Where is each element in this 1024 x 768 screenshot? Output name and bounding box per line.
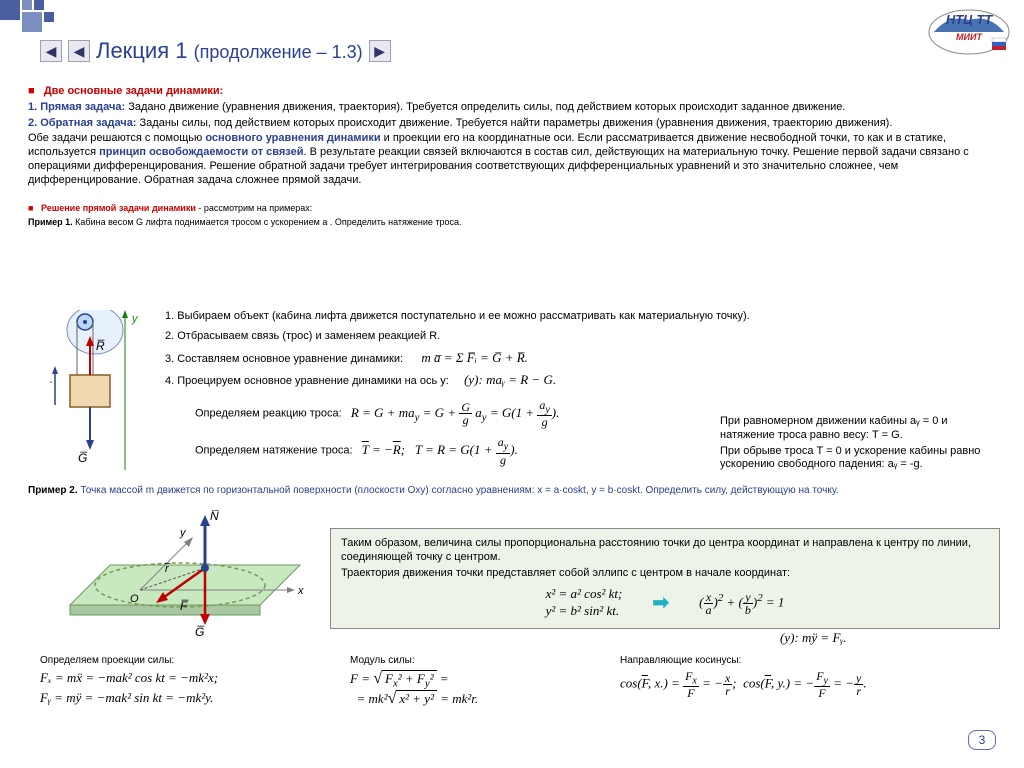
content: ■ Две основные задачи динамики: 1. Пряма…: [28, 85, 996, 230]
logo-text-1: НТЦ ТТ: [946, 12, 993, 27]
page-number: 3: [968, 730, 996, 750]
right-note: При равномерном движении кабины aᵧ = 0 и…: [720, 415, 1000, 474]
nav-next-button[interactable]: ▶: [369, 40, 391, 62]
ex1-heading: Решение прямой задачи динамики: [41, 203, 196, 213]
formula-fy: Fᵧ = mÿ = −mak² sin kt = −mk²y.: [40, 690, 310, 706]
cos-label: Направляющие косинусы:: [620, 655, 940, 666]
title-bar: ◀ ◀ Лекция 1 (продолжение – 1.3) ▶: [40, 38, 391, 64]
svg-text:x: x: [297, 585, 304, 597]
bottom-formulas: Определяем проекции силы: Fₓ = mẍ = −mak…: [40, 655, 984, 708]
formula-tension: T = −R; T = R = G(1 + ayg).: [362, 442, 518, 457]
note2: При обрыве троса T = 0 и ускорение кабин…: [720, 445, 1000, 473]
nav-prev-icon: ◀: [74, 43, 85, 60]
formula-main: m a̅ = Σ F̅ᵢ = G̅ + R̅.: [421, 350, 528, 365]
nav-next-icon: ▶: [374, 43, 385, 60]
nav-start-button[interactable]: ◀: [40, 40, 62, 62]
formula-proj-y: (y): maᵧ = R − G.: [464, 372, 556, 387]
svg-text:G̅: G̅: [195, 625, 205, 639]
step-4: 4. Проецируем основное уравнение динамик…: [165, 372, 994, 389]
infobox-formula-row: x² = a² cos² kt; y² = b² sin² kt. ➡ (xa)…: [341, 586, 989, 620]
svg-text:R̅: R̅: [96, 339, 105, 353]
svg-text:O: O: [130, 593, 139, 605]
svg-text:N̅: N̅: [210, 510, 219, 523]
cos-col: Направляющие косинусы: cos(F, x.) = FxF …: [620, 655, 940, 708]
step-1: 1. Выбираем объект (кабина лифта движетс…: [165, 310, 994, 324]
intro-heading: Две основные задачи динамики:: [44, 85, 223, 97]
intro-para: Обе задачи решаются с помощью основного …: [28, 132, 996, 187]
logo-text-2: МИИТ: [956, 32, 983, 42]
title-sub: (продолжение – 1.3): [194, 42, 363, 62]
title-main: Лекция 1: [96, 38, 187, 63]
modulus-col: Модуль силы: F = √Fx² + Fy² = = mk²√x² +…: [350, 655, 580, 708]
proj-y-formula: (y): mÿ = Fᵧ.: [780, 630, 847, 646]
note1: При равномерном движении кабины aᵧ = 0 и…: [720, 415, 1000, 443]
svg-text:a̅: a̅: [50, 379, 52, 393]
svg-text:G̅: G̅: [78, 451, 88, 465]
proj-force-col: Определяем проекции силы: Fₓ = mẍ = −mak…: [40, 655, 310, 708]
infobox-line1: Таким образом, величина силы пропорциона…: [341, 537, 989, 565]
formula-modulus: F = √Fx² + Fy² = = mk²√x² + y² = mk²r.: [350, 670, 580, 708]
task2-label: 2. Обратная задача:: [28, 117, 136, 129]
formula-fx: Fₓ = mẍ = −mak² cos kt = −mk²x;: [40, 670, 310, 686]
formula-cos: cos(F, x.) = FxF = −xr; cos(F, y.) = −Fy…: [620, 670, 940, 699]
task1-text: Задано движение (уравнения движения, тра…: [125, 101, 845, 113]
ex2-label: Пример 2.: [28, 485, 78, 496]
arrow-icon: ➡: [652, 590, 669, 616]
ex1-label: Пример 1.: [28, 217, 73, 227]
infobox-formula-left: x² = a² cos² kt; y² = b² sin² kt.: [546, 586, 623, 620]
plane-diagram: x y O N̅ F̅ G̅ r̅: [40, 510, 300, 640]
svg-text:y: y: [131, 313, 139, 325]
step-3: 3. Составляем основное уравнение динамик…: [165, 350, 994, 367]
step-2: 2. Отбрасываем связь (трос) и заменяем р…: [165, 330, 994, 344]
elevator-diagram: y R̅ a̅ G̅: [50, 310, 130, 460]
mod-label: Модуль силы:: [350, 655, 580, 666]
svg-text:y: y: [179, 527, 187, 539]
logo: НТЦ ТТ МИИТ: [924, 2, 1014, 57]
ex2-text: Точка массой m движется по горизонтально…: [80, 485, 838, 496]
bullet-icon: ■: [28, 85, 44, 97]
example2-line: Пример 2. Точка массой m движется по гор…: [28, 485, 996, 496]
proj-label: Определяем проекции силы:: [40, 655, 310, 666]
task1-label: 1. Прямая задача:: [28, 101, 125, 113]
page-title: Лекция 1 (продолжение – 1.3): [96, 38, 363, 64]
bullet-icon: ■: [28, 203, 41, 213]
infobox-formula-right: (xa)2 + (yb)2 = 1: [699, 591, 784, 616]
infobox-line2: Траектория движения точки представляет с…: [341, 567, 989, 581]
formula-reaction: R = G + may = G + Gg ay = G(1 + ayg).: [351, 405, 560, 420]
task2-text: Заданы силы, под действием которых проис…: [136, 117, 892, 129]
ex1-text: Кабина весом G лифта поднимается тросом …: [73, 217, 462, 227]
nav-start-icon: ◀: [46, 43, 57, 60]
info-box: Таким образом, величина силы пропорциона…: [330, 528, 1000, 629]
nav-prev-button[interactable]: ◀: [68, 40, 90, 62]
